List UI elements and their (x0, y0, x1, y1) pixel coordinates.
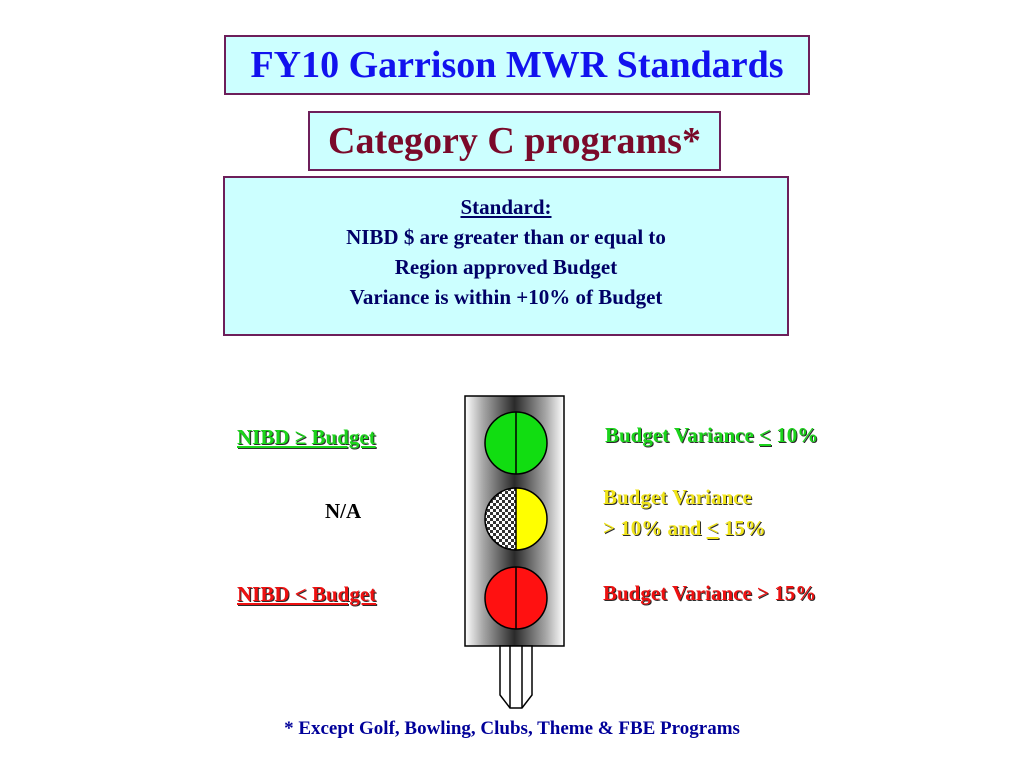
right-label-green-symbol: < (759, 423, 771, 447)
page-title: FY10 Garrison MWR Standards (250, 44, 784, 86)
standard-line-3: Variance is within +10% of Budget (349, 285, 663, 309)
standard-box: Standard: NIBD $ are greater than or equ… (223, 176, 789, 336)
traffic-light-pole (499, 645, 533, 709)
left-label-yellow: N/A (325, 499, 362, 523)
right-label-green-prefix: Budget Variance (605, 423, 760, 447)
footnote: * Except Golf, Bowling, Clubs, Theme & F… (284, 718, 740, 739)
right-label-yellow-line-2-prefix: > 10% and (603, 516, 707, 540)
title-box: FY10 Garrison MWR Standards (224, 35, 810, 95)
standard-line-1: NIBD $ are greater than or equal to (346, 225, 666, 249)
right-label-green: Budget Variance < 10% (605, 420, 818, 450)
left-label-red: NIBD < Budget (237, 582, 377, 606)
traffic-light-icon (464, 395, 565, 709)
yellow-light-left-half (485, 488, 516, 550)
right-label-red: Budget Variance > 15% (603, 581, 817, 605)
standard-heading: Standard: (460, 195, 552, 219)
standard-line-2: Region approved Budget (394, 255, 618, 279)
category-box: Category C programs* (308, 111, 721, 171)
right-label-yellow-line-2: > 10% and < 15% (603, 513, 766, 543)
right-label-green-suffix: 10% (770, 423, 819, 447)
yellow-light (516, 488, 547, 550)
left-label-green: NIBD ≥ Budget (237, 425, 376, 449)
right-label-yellow-line-1: Budget Variance (603, 485, 752, 509)
right-label-yellow-line-2-suffix: 15% (718, 516, 766, 540)
category-subtitle: Category C programs* (328, 120, 701, 162)
right-label-yellow-line-2-symbol: < (706, 516, 719, 540)
